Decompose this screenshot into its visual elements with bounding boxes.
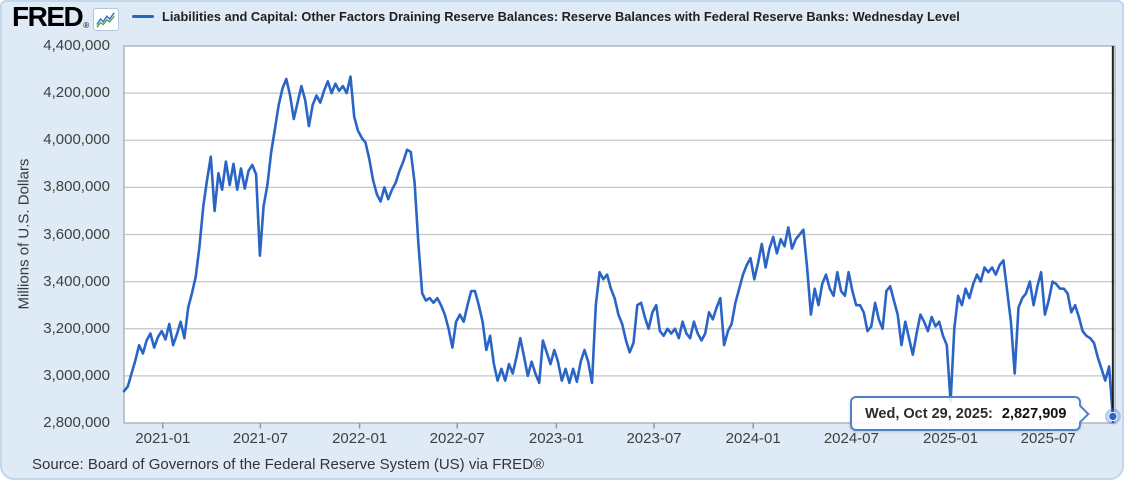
x-axis-tick-label: 2022-07 <box>429 430 485 447</box>
fred-logo[interactable]: FRED ® <box>12 1 120 32</box>
last-point-marker <box>1108 411 1118 422</box>
y-axis-title: Millions of U.S. Dollars <box>15 158 33 310</box>
registered-mark: ® <box>83 21 90 30</box>
hover-tooltip: Wed, Oct 29, 2025: 2,827,909 <box>850 396 1091 431</box>
y-axis-tick-label: 3,000,000 <box>43 366 110 384</box>
x-axis-tick-label: 2025-01 <box>923 430 979 447</box>
fred-logo-text: FRED <box>12 1 84 32</box>
x-axis-tick-label: 2021-01 <box>135 430 191 447</box>
y-axis-tick-label: 3,800,000 <box>43 178 110 196</box>
y-axis-tick-label: 2,800,000 <box>43 414 110 431</box>
tooltip-date: Wed, Oct 29, 2025: <box>865 405 993 422</box>
fred-sparkline-icon <box>93 8 120 31</box>
y-axis-tick-label: 3,600,000 <box>43 225 110 243</box>
source-text: Source: Board of Governors of the Federa… <box>32 456 545 473</box>
x-axis-tick-label: 2024-07 <box>823 430 879 447</box>
y-axis-tick-label: 3,400,000 <box>43 272 110 290</box>
y-axis-tick-label: 4,400,000 <box>43 37 110 54</box>
y-axis-tick-label: 4,200,000 <box>43 84 110 102</box>
tooltip-value: 2,827,909 <box>1001 405 1067 422</box>
data-line <box>122 75 1115 418</box>
y-axis-tick-label: 3,200,000 <box>43 319 110 337</box>
x-axis-tick-label: 2021-07 <box>232 430 288 447</box>
x-axis-tick-label: 2024-01 <box>725 430 781 447</box>
x-axis-tick-label: 2023-01 <box>528 430 584 447</box>
plot-frame <box>123 45 1116 424</box>
y-axis-tick-label: 4,000,000 <box>43 131 110 149</box>
chart-header: FRED ® Liabilities and Capital: Other Fa… <box>2 2 1122 34</box>
series-legend-dash-icon <box>132 15 154 18</box>
chart-title: Liabilities and Capital: Other Factors D… <box>162 9 960 24</box>
x-axis-tick-label: 2022-01 <box>332 430 388 447</box>
legend: Liabilities and Capital: Other Factors D… <box>132 9 960 24</box>
x-axis-tick-label: 2023-07 <box>626 430 682 447</box>
x-axis-tick-label: 2025-07 <box>1020 430 1076 447</box>
